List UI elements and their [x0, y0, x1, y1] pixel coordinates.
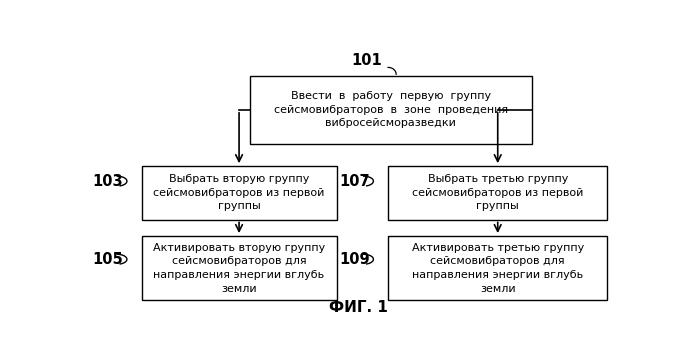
- Text: ФИГ. 1: ФИГ. 1: [329, 300, 388, 315]
- FancyBboxPatch shape: [388, 236, 607, 300]
- FancyBboxPatch shape: [250, 75, 532, 144]
- Text: Выбрать третью группу
сейсмовибраторов из первой
группы: Выбрать третью группу сейсмовибраторов и…: [412, 174, 584, 211]
- FancyBboxPatch shape: [388, 166, 607, 220]
- Text: 109: 109: [339, 252, 370, 267]
- Text: Активировать третью группу
сейсмовибраторов для
направления энергии вглубь
земли: Активировать третью группу сейсмовибрато…: [412, 243, 584, 294]
- Text: Выбрать вторую группу
сейсмовибраторов из первой
группы: Выбрать вторую группу сейсмовибраторов и…: [153, 174, 325, 211]
- Text: 101: 101: [351, 53, 382, 68]
- Text: Ввести  в  работу  первую  группу
сейсмовибраторов  в  зоне  проведения
вибросей: Ввести в работу первую группу сейсмовибр…: [274, 91, 507, 129]
- Text: Активировать вторую группу
сейсмовибраторов для
направления энергии вглубь
земли: Активировать вторую группу сейсмовибрато…: [153, 243, 325, 294]
- Text: 103: 103: [93, 174, 124, 189]
- FancyBboxPatch shape: [141, 166, 337, 220]
- Text: 107: 107: [339, 174, 370, 189]
- Text: 105: 105: [93, 252, 124, 267]
- FancyBboxPatch shape: [141, 236, 337, 300]
